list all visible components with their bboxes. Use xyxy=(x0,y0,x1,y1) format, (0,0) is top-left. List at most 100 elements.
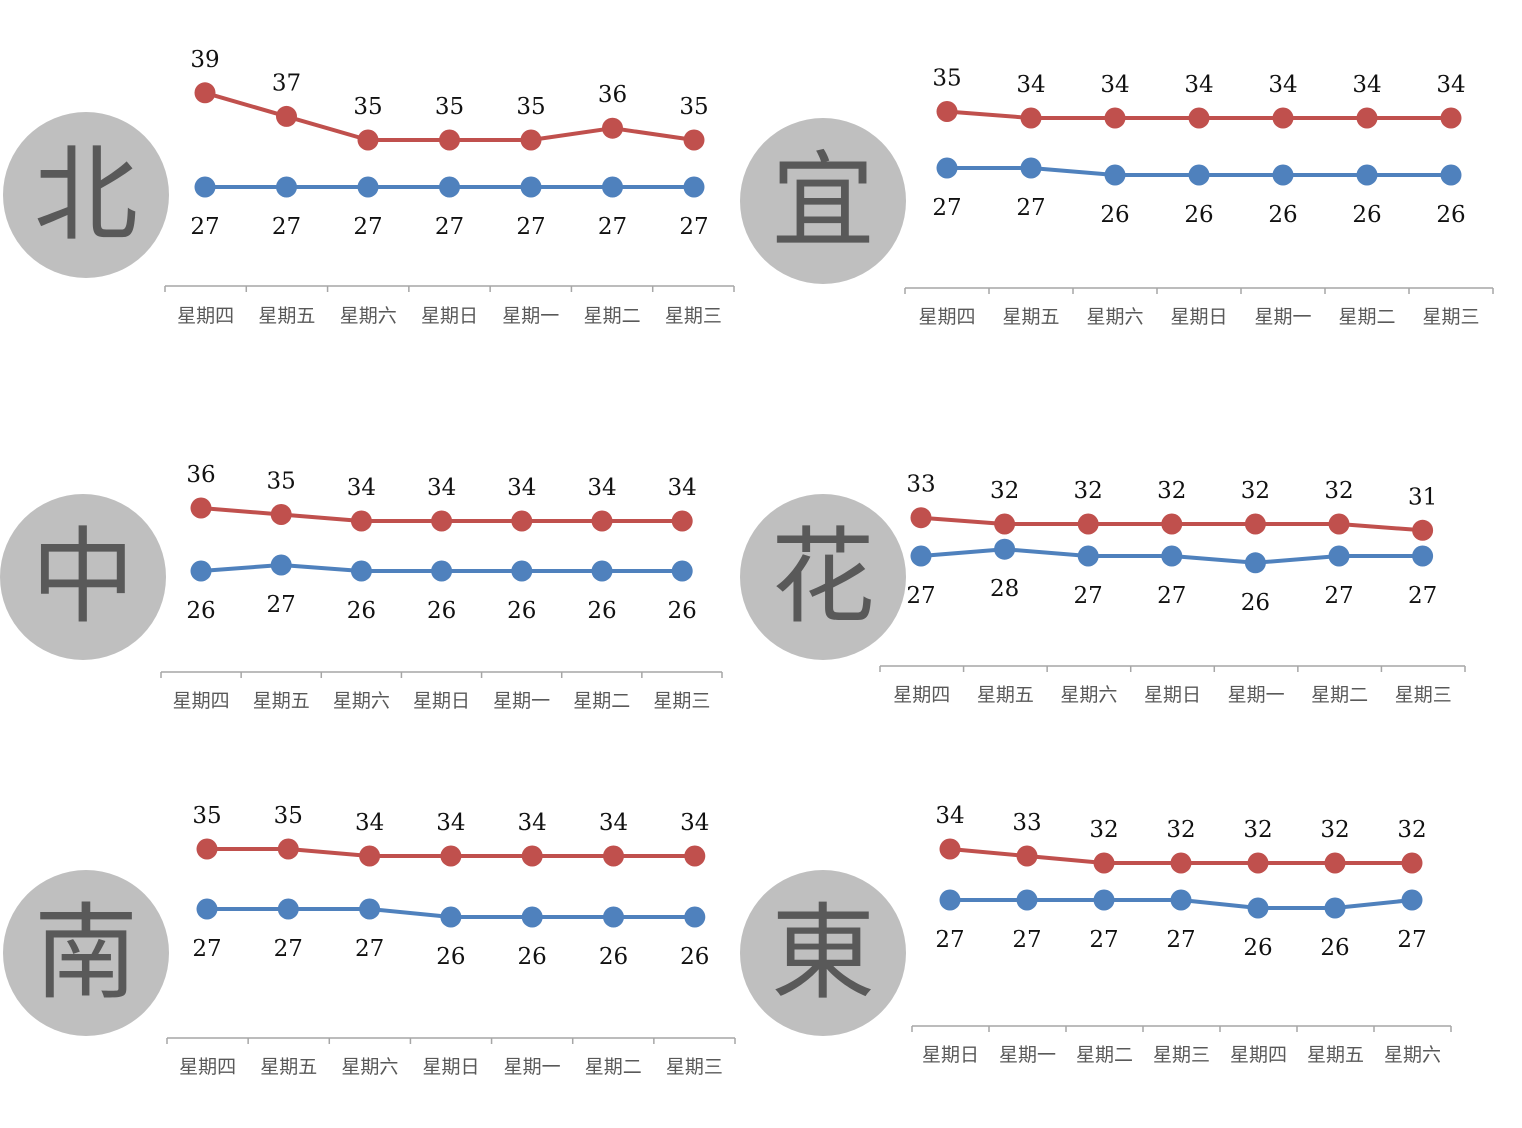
high-temp-data-label: 35 xyxy=(932,66,961,92)
high-temp-point xyxy=(1244,513,1266,535)
high-temp-point xyxy=(196,838,218,860)
chart-panel-yilan: 宜 星期四 星期五 星期六 星期日 星期一 星期二 星期三 35 34 34 34 34 34 34 27 2… xyxy=(738,30,1498,398)
high-temp-data-label: 34 xyxy=(587,475,616,501)
low-temp-point xyxy=(1401,889,1423,911)
x-tick-label: 星期二 xyxy=(584,305,641,327)
high-temp-point xyxy=(190,497,212,519)
low-temp-point xyxy=(520,176,542,198)
low-temp-point xyxy=(1440,164,1462,186)
high-temp-data-label: 32 xyxy=(1397,817,1426,843)
high-temp-data-label: 39 xyxy=(190,47,219,73)
chart-panel-taitung: 東 星期日 星期一 星期二 星期三 星期四 星期五 星期六 34 33 32 32 32 32 32 27 2… xyxy=(738,760,1498,1128)
high-temp-point xyxy=(1247,852,1269,874)
x-tick-label: 星期三 xyxy=(666,1056,723,1078)
low-temp-data-label: 27 xyxy=(355,936,384,962)
high-temp-data-label: 36 xyxy=(598,82,627,108)
high-temp-data-label: 32 xyxy=(1241,478,1270,504)
high-temp-data-label: 34 xyxy=(1016,72,1045,98)
x-tick-label: 星期四 xyxy=(918,306,975,328)
x-tick-label: 星期五 xyxy=(253,690,310,712)
low-temp-data-label: 27 xyxy=(679,214,708,240)
line-chart: 星期四 星期五 星期六 星期日 星期一 星期二 星期三 36 35 34 34 34 34 34 26 27 2… xyxy=(160,462,723,712)
low-temp-data-label: 26 xyxy=(1268,202,1297,228)
high-temp-data-label: 34 xyxy=(1268,72,1297,98)
low-temp-point xyxy=(440,906,462,928)
low-temp-point xyxy=(671,560,693,582)
high-temp-point xyxy=(1328,513,1350,535)
high-temp-data-label: 34 xyxy=(518,810,547,836)
low-temp-data-label: 27 xyxy=(1157,583,1186,609)
high-temp-data-label: 35 xyxy=(274,803,303,829)
x-tick-label: 星期一 xyxy=(999,1044,1056,1066)
high-temp-point xyxy=(1324,852,1346,874)
x-tick-label: 星期二 xyxy=(585,1056,642,1078)
high-temp-data-label: 32 xyxy=(1324,478,1353,504)
low-temp-data-label: 26 xyxy=(1436,202,1465,228)
region-badge: 南 xyxy=(3,870,169,1036)
low-temp-point xyxy=(196,898,218,920)
low-temp-data-label: 27 xyxy=(435,214,464,240)
high-temp-point xyxy=(357,129,379,151)
low-temp-data-label: 27 xyxy=(272,214,301,240)
region-badge: 東 xyxy=(740,870,906,1036)
low-temp-data-label: 27 xyxy=(1166,927,1195,953)
low-temp-point xyxy=(1161,545,1183,567)
low-temp-point xyxy=(1077,545,1099,567)
chart-panel-taichung: 中 星期四 星期五 星期六 星期日 星期一 星期二 星期三 36 35 34 34 34 34 34 26 2… xyxy=(0,420,760,788)
high-temp-data-label: 32 xyxy=(1166,817,1195,843)
high-temp-point xyxy=(1356,107,1378,129)
low-temp-point xyxy=(603,906,624,928)
high-temp-point xyxy=(683,129,705,151)
high-temp-point xyxy=(591,510,613,532)
high-temp-point xyxy=(277,838,299,860)
high-temp-point xyxy=(1272,107,1294,129)
region-badge: 北 xyxy=(3,112,169,278)
x-tick-label: 星期三 xyxy=(653,690,710,712)
x-tick-label: 星期二 xyxy=(573,690,630,712)
x-tick-label: 星期三 xyxy=(1153,1044,1210,1066)
low-temp-data-label: 27 xyxy=(1089,927,1118,953)
x-tick-label: 星期二 xyxy=(1338,306,1395,328)
high-temp-point xyxy=(1020,107,1042,129)
low-temp-data-label: 27 xyxy=(598,214,627,240)
low-temp-data-label: 26 xyxy=(1241,590,1270,616)
high-temp-point xyxy=(1412,519,1434,541)
low-temp-data-label: 27 xyxy=(267,592,296,618)
high-temp-point xyxy=(440,845,462,867)
low-temp-data-label: 26 xyxy=(507,598,536,624)
high-temp-point xyxy=(910,507,932,529)
high-temp-data-label: 32 xyxy=(1074,478,1103,504)
high-temp-data-label: 34 xyxy=(427,475,456,501)
low-temp-data-label: 27 xyxy=(1012,927,1041,953)
region-badge: 中 xyxy=(0,494,166,660)
low-temp-data-label: 26 xyxy=(436,944,465,970)
x-tick-label: 星期五 xyxy=(1002,306,1059,328)
x-tick-label: 星期日 xyxy=(413,690,470,712)
high-temp-point xyxy=(602,117,623,139)
low-temp-point xyxy=(270,554,292,576)
x-tick-label: 星期二 xyxy=(1311,684,1368,706)
low-temp-point xyxy=(511,560,533,582)
high-temp-point xyxy=(521,845,543,867)
x-tick-label: 星期六 xyxy=(1086,306,1143,328)
x-tick-label: 星期日 xyxy=(1144,684,1201,706)
low-temp-data-label: 26 xyxy=(518,944,547,970)
x-tick-label: 星期四 xyxy=(1230,1044,1287,1066)
high-temp-data-label: 34 xyxy=(1184,72,1213,98)
x-tick-label: 星期六 xyxy=(340,305,397,327)
low-temp-data-label: 26 xyxy=(1320,935,1349,961)
high-temp-data-label: 34 xyxy=(935,803,964,829)
high-temp-point xyxy=(359,845,381,867)
low-temp-data-label: 27 xyxy=(906,583,935,609)
low-temp-data-label: 26 xyxy=(1100,202,1129,228)
region-label: 花 xyxy=(770,516,875,638)
low-temp-point xyxy=(1020,157,1042,179)
low-temp-data-label: 26 xyxy=(427,598,456,624)
high-temp-data-label: 34 xyxy=(1352,72,1381,98)
low-temp-point xyxy=(1272,164,1294,186)
low-temp-point xyxy=(1170,889,1192,911)
high-temp-point xyxy=(1170,852,1192,874)
region-label: 南 xyxy=(33,892,138,1014)
x-tick-label: 星期四 xyxy=(179,1056,236,1078)
low-temp-data-label: 27 xyxy=(932,195,961,221)
